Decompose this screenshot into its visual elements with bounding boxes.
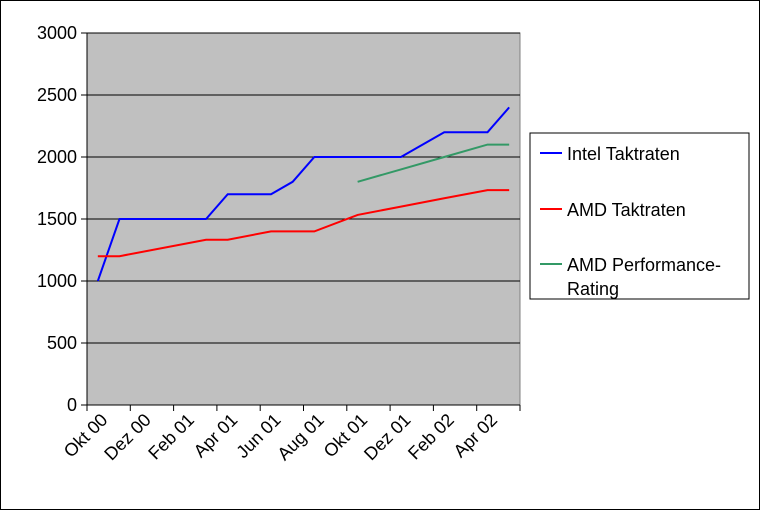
legend-label: Intel Taktraten xyxy=(567,144,680,164)
x-tick-label: Aug 01 xyxy=(273,410,327,464)
y-tick-label: 0 xyxy=(67,395,77,415)
y-tick-label: 500 xyxy=(47,333,77,353)
legend-label: AMD Performance- xyxy=(567,255,721,275)
legend-label: AMD Taktraten xyxy=(567,200,686,220)
x-tick-label: Dez 01 xyxy=(360,410,414,464)
x-tick-label: Feb 01 xyxy=(144,410,198,464)
y-axis-ticks: 0 500 1000 1500 2000 2500 3000 xyxy=(37,23,87,415)
x-tick-label: Dez 00 xyxy=(100,410,154,464)
legend-box xyxy=(529,132,750,300)
legend: Intel Taktraten AMD Taktraten AMD Performa… xyxy=(529,132,750,300)
y-tick-label: 1000 xyxy=(37,271,77,291)
legend-label: Rating xyxy=(567,279,619,299)
x-tick-label: Apr 02 xyxy=(450,410,502,462)
y-tick-label: 3000 xyxy=(37,23,77,43)
y-tick-label: 2000 xyxy=(37,147,77,167)
series-lines xyxy=(96,106,510,282)
y-tick-label: 2500 xyxy=(37,85,77,105)
x-tick-label: Apr 01 xyxy=(190,410,242,462)
y-tick-label: 1500 xyxy=(37,209,77,229)
x-tick-label: Feb 02 xyxy=(404,410,458,464)
